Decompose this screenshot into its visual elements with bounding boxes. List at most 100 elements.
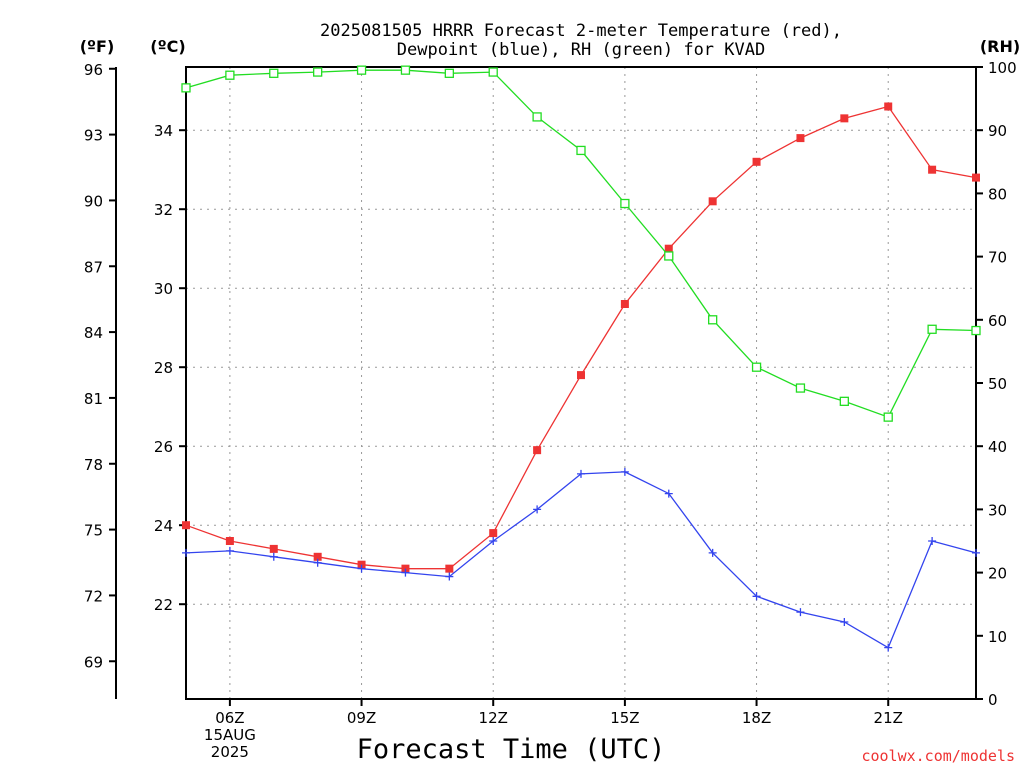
temperature-line <box>185 105 977 570</box>
x-tick-label-06Z: 06Z <box>215 709 244 727</box>
temperature-point-23 <box>972 173 980 182</box>
fahrenheit-tick-label-87: 87 <box>84 258 103 276</box>
temperature-point-14 <box>577 371 585 380</box>
temperature-point-6 <box>225 537 234 545</box>
rh-point-22 <box>927 324 937 334</box>
rh-point-23 <box>971 325 981 336</box>
fahrenheit-tick-label-96: 96 <box>84 61 103 79</box>
dewpoint-point-14 <box>577 469 585 478</box>
data-series <box>181 65 981 652</box>
rh-point-19 <box>795 383 806 393</box>
rh-point-9 <box>356 65 367 75</box>
rh-series <box>181 65 981 422</box>
fahrenheit-tick-label-84: 84 <box>84 324 103 342</box>
x-tick-label-21Z: 21Z <box>874 709 903 727</box>
rh-point-6 <box>225 70 235 80</box>
celsius-tick-label-34: 34 <box>154 122 173 140</box>
rh-point-13 <box>532 112 542 122</box>
rh-point-12 <box>488 67 498 77</box>
rh-point-14 <box>576 145 586 156</box>
fahrenheit-tick-label-90: 90 <box>84 192 103 210</box>
fahrenheit-tick-label-81: 81 <box>84 390 103 408</box>
chart-title-line-1: 2025081505 HRRR Forecast 2-meter Tempera… <box>320 21 842 41</box>
x-tick-label-15AUG: 15AUG <box>204 726 256 744</box>
x-tick-label-18Z: 18Z <box>742 709 771 727</box>
rh-tick-label-90: 90 <box>988 122 1007 140</box>
rh-point-16 <box>664 251 674 261</box>
celsius-tick-label-22: 22 <box>154 596 173 614</box>
rh-tick-label-0: 0 <box>988 691 998 709</box>
chart-title-line-2: Dewpoint (blue), RH (green) for KVAD <box>397 40 765 60</box>
dewpoint-point-20 <box>840 617 849 626</box>
rh-tick-label-60: 60 <box>988 312 1007 330</box>
rh-tick-label-70: 70 <box>988 249 1007 267</box>
x-tick-label-2025: 2025 <box>211 743 249 761</box>
gridlines <box>186 67 976 699</box>
temperature-point-20 <box>840 114 849 123</box>
fahrenheit-axis-label: (ºF) <box>80 37 115 56</box>
rh-tick-label-80: 80 <box>988 185 1007 203</box>
temperature-point-17 <box>708 197 717 206</box>
temperature-point-18 <box>752 157 761 166</box>
temperature-point-7 <box>269 544 278 553</box>
x-tick-label-15Z: 15Z <box>610 709 639 727</box>
temperature-point-13 <box>533 446 542 455</box>
dewpoint-point-8 <box>313 558 322 567</box>
rh-point-15 <box>620 198 630 209</box>
dewpoint-point-10 <box>401 568 410 577</box>
rh-line <box>185 69 977 418</box>
dewpoint-point-5 <box>182 548 190 557</box>
dewpoint-point-23 <box>972 548 980 557</box>
dewpoint-point-16 <box>664 489 673 498</box>
dewpoint-point-11 <box>445 572 454 581</box>
temperature-point-19 <box>796 134 805 143</box>
celsius-tick-label-26: 26 <box>154 438 173 456</box>
dewpoint-point-15 <box>620 467 629 476</box>
credit-text: coolwx.com/models <box>861 747 1015 765</box>
rh-tick-label-20: 20 <box>988 565 1007 583</box>
celsius-tick-label-28: 28 <box>154 359 173 377</box>
fahrenheit-tick-label-69: 69 <box>84 653 103 671</box>
axes: 69 72 75 78 81 84 87 90 93 96 22 24 26 28 30 32 34 0 10 20 3… <box>84 59 1017 761</box>
dewpoint-point-19 <box>796 608 805 617</box>
celsius-tick-label-30: 30 <box>154 280 173 298</box>
temperature-point-16 <box>664 244 673 253</box>
celsius-axis-label: (ºC) <box>150 37 185 56</box>
rh-point-17 <box>708 315 718 325</box>
rh-tick-label-50: 50 <box>988 375 1007 393</box>
temperature-point-21 <box>884 102 893 111</box>
rh-tick-label-30: 30 <box>988 501 1007 519</box>
rh-axis-label: (RH) <box>980 37 1020 56</box>
rh-point-11 <box>444 68 454 78</box>
fahrenheit-tick-label-75: 75 <box>84 522 103 540</box>
dewpoint-point-17 <box>708 548 717 557</box>
dewpoint-point-22 <box>928 537 937 545</box>
temperature-series <box>182 102 980 573</box>
temperature-point-11 <box>445 564 454 573</box>
dewpoint-point-18 <box>752 592 761 601</box>
dewpoint-point-6 <box>225 546 234 555</box>
dewpoint-point-21 <box>884 643 893 652</box>
fahrenheit-tick-label-93: 93 <box>84 127 103 145</box>
dewpoint-point-7 <box>269 552 278 561</box>
temperature-point-8 <box>313 552 322 561</box>
rh-point-7 <box>269 68 279 78</box>
x-tick-label-12Z: 12Z <box>479 709 508 727</box>
rh-point-5 <box>181 83 191 93</box>
rh-point-10 <box>400 65 411 75</box>
x-axis-title: Forecast Time (UTC) <box>357 734 666 765</box>
temperature-point-12 <box>489 529 498 538</box>
temperature-point-5 <box>182 521 190 530</box>
rh-tick-label-10: 10 <box>988 628 1007 646</box>
rh-point-20 <box>839 396 849 406</box>
x-tick-label-09Z: 09Z <box>347 709 376 727</box>
fahrenheit-tick-label-72: 72 <box>84 587 103 605</box>
rh-point-21 <box>883 412 893 422</box>
celsius-tick-label-32: 32 <box>154 201 173 219</box>
dewpoint-point-12 <box>489 537 498 545</box>
dewpoint-point-9 <box>357 564 366 573</box>
rh-tick-label-100: 100 <box>988 59 1017 77</box>
plot-frame <box>185 66 977 700</box>
rh-point-8 <box>313 67 323 77</box>
